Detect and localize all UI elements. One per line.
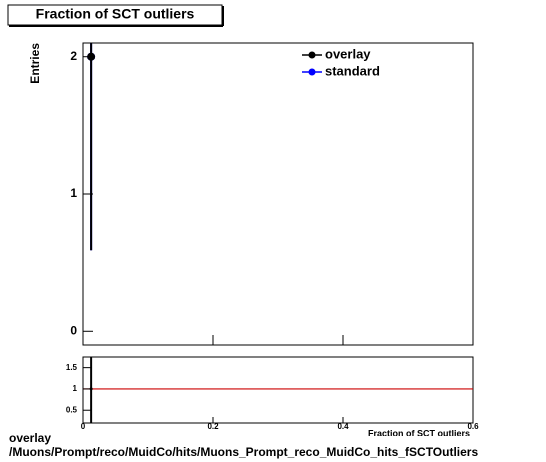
- legend-marker: [308, 68, 316, 76]
- x-tick-label: 0.2: [207, 422, 219, 431]
- ratio-frame: [82, 356, 474, 424]
- legend-label: standard: [325, 63, 380, 78]
- footer-line: /Muons/Prompt/reco/MuidCo/hits/Muons_Pro…: [9, 445, 478, 459]
- main-plot: [87, 43, 96, 251]
- y-tick-label: 1.5: [66, 363, 78, 372]
- legend-marker: [308, 51, 316, 59]
- x-axis-label: Fraction of SCT outliers: [368, 428, 470, 438]
- x-tick-label: 0.6: [467, 422, 479, 431]
- x-tick-label: 0: [81, 422, 86, 431]
- y-tick-label: 1: [70, 186, 77, 200]
- y-tick-label: 1: [73, 384, 78, 393]
- footer-bg: [0, 436, 546, 462]
- legend-label: overlay: [325, 46, 371, 61]
- plot-frame: [82, 42, 474, 346]
- ratio-plot: [83, 357, 473, 423]
- ratio-point: [89, 387, 93, 391]
- chart-title: Fraction of SCT outliers: [36, 6, 195, 22]
- y-tick-label: 0.5: [66, 405, 78, 414]
- y-axis-label: Entries: [28, 43, 42, 84]
- y-tick-label: 0: [70, 323, 77, 337]
- x-tick-label: 0.4: [337, 422, 349, 431]
- y-tick-label: 2: [70, 49, 77, 63]
- footer-line: overlay: [9, 431, 51, 445]
